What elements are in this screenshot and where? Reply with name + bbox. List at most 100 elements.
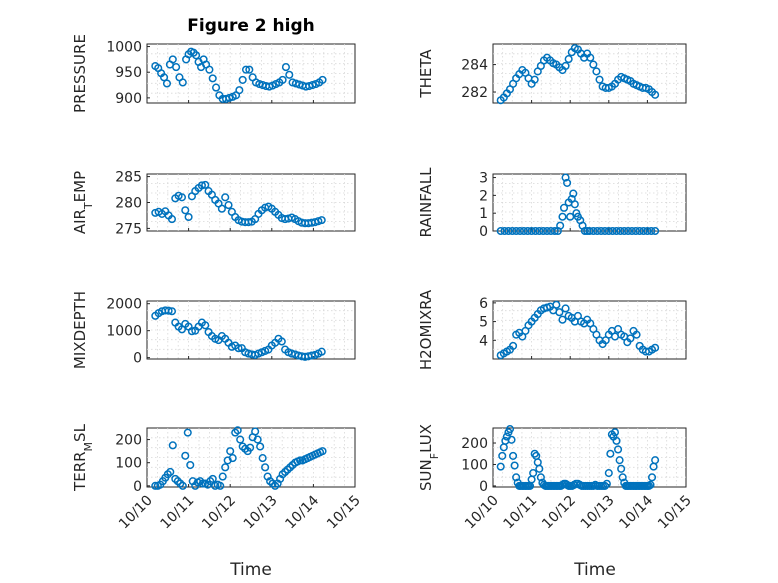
- data-point: [651, 343, 660, 352]
- series-markers: [496, 44, 660, 105]
- data-point: [256, 442, 265, 451]
- y-tick-label: 900: [115, 91, 142, 107]
- y-axis-label-subscript: F: [428, 453, 441, 459]
- data-point: [238, 75, 247, 84]
- panel-pressure: 900 950 1000 PRESSURE: [71, 34, 356, 113]
- y-axis-label: H2OMIXRA: [417, 289, 435, 370]
- data-point: [201, 180, 210, 189]
- data-point: [564, 55, 573, 64]
- data-point: [178, 481, 187, 490]
- data-point: [585, 226, 594, 236]
- x-tick-label: 10/12: [199, 493, 239, 533]
- data-point: [258, 454, 267, 463]
- data-point: [192, 51, 201, 60]
- data-point: [570, 200, 579, 209]
- data-point: [285, 70, 294, 79]
- data-point: [615, 456, 624, 465]
- data-point: [184, 212, 193, 222]
- y-axis-label-subscript: T: [82, 202, 95, 210]
- y-tick-label: 282: [461, 85, 488, 101]
- data-point: [597, 226, 606, 236]
- data-point: [635, 226, 644, 236]
- data-point: [639, 226, 648, 236]
- data-point: [151, 481, 160, 490]
- data-point: [651, 456, 660, 465]
- data-point: [508, 226, 517, 236]
- data-point: [166, 467, 175, 477]
- data-point: [555, 308, 564, 317]
- data-point: [558, 315, 567, 324]
- data-point: [261, 463, 270, 472]
- data-point: [505, 425, 515, 434]
- y-tick-label: 950: [115, 65, 142, 81]
- data-point: [602, 479, 611, 488]
- data-point: [167, 307, 177, 316]
- data-point: [228, 454, 237, 463]
- series-markers: [151, 180, 326, 228]
- series-markers: [151, 306, 326, 361]
- data-point: [509, 341, 518, 350]
- data-point: [618, 473, 627, 482]
- data-point: [647, 473, 657, 482]
- data-point: [563, 178, 572, 187]
- y-tick-label: 0: [479, 479, 488, 495]
- data-point: [496, 226, 505, 236]
- data-point: [556, 221, 565, 230]
- data-point: [181, 451, 190, 460]
- data-point: [608, 226, 617, 236]
- data-point: [244, 218, 253, 227]
- y-axis-label: AIRTEMP: [71, 171, 95, 234]
- y-tick-label: 200: [115, 433, 142, 449]
- data-point: [512, 473, 521, 482]
- y-axis-label: SUNFLUX: [417, 424, 441, 491]
- data-point: [600, 481, 609, 490]
- data-point: [515, 226, 525, 236]
- data-point: [318, 447, 327, 456]
- data-point: [172, 63, 181, 72]
- data-point: [245, 65, 254, 74]
- data-point: [552, 300, 561, 309]
- data-point: [512, 226, 521, 236]
- y-axis-label: PRESSURE: [71, 34, 89, 113]
- data-point: [647, 226, 656, 236]
- y-tick-label: 6: [479, 296, 488, 312]
- x-tick-label: 10/13: [241, 493, 281, 533]
- x-tick-label: 10/15: [655, 493, 695, 533]
- x-tick-label: 10/10: [116, 493, 156, 533]
- y-tick-label: 4: [479, 333, 488, 349]
- data-point: [317, 347, 326, 356]
- data-point: [235, 86, 244, 95]
- data-point: [535, 226, 544, 236]
- y-axis-label: TERRMSL: [71, 423, 95, 492]
- data-point: [536, 473, 545, 482]
- y-axis-label-rest: LUX: [417, 424, 435, 453]
- y-axis-label-subscript: M: [82, 442, 95, 452]
- y-axis-label: MIXDEPTH: [71, 291, 89, 369]
- data-point: [187, 327, 196, 336]
- x-tick-label: 10/14: [282, 492, 322, 532]
- data-point: [507, 435, 516, 444]
- data-point: [535, 464, 544, 473]
- data-point: [646, 480, 655, 489]
- y-tick-label: 0: [133, 351, 142, 367]
- data-point: [233, 426, 242, 435]
- y-tick-label: 100: [461, 457, 488, 473]
- y-tick-label: 1000: [106, 324, 142, 340]
- y-tick-label: 0: [479, 224, 488, 240]
- data-point: [539, 226, 548, 236]
- data-point: [593, 226, 602, 236]
- y-tick-label: 285: [115, 170, 142, 186]
- data-point: [550, 226, 559, 236]
- series-markers: [151, 426, 327, 490]
- y-axis-label: THETA: [417, 49, 435, 99]
- data-point: [318, 75, 327, 84]
- data-point: [592, 67, 601, 76]
- data-point: [632, 330, 641, 339]
- data-point: [624, 226, 633, 236]
- data-point: [208, 74, 217, 83]
- y-tick-label: 275: [115, 221, 142, 237]
- data-point: [296, 456, 305, 465]
- panel-theta: 282 284 THETA: [417, 43, 687, 105]
- y-axis-label-rest: EMP: [71, 171, 89, 202]
- data-point: [168, 55, 177, 64]
